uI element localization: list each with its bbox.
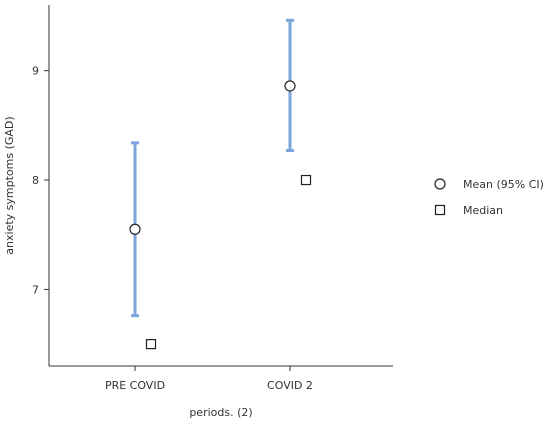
x-tick-label-0: PRE COVID	[105, 379, 165, 392]
y-tick-label-1: 8	[32, 174, 39, 187]
x-ticks: PRE COVID COVID 2	[105, 366, 313, 392]
plot-area: 7 8 9 PRE COVID COVID 2	[32, 5, 393, 392]
mean-point-0	[129, 223, 141, 235]
median-point-0	[145, 339, 157, 350]
y-tick-label-0: 7	[32, 283, 39, 296]
mean-point-1	[284, 80, 296, 92]
median-point-1	[300, 174, 312, 186]
x-axis-title: periods. (2)	[189, 406, 252, 419]
y-ticks: 7 8 9	[32, 65, 49, 296]
y-axis-title: anxiety symptoms (GAD)	[3, 116, 16, 254]
y-tick-label-2: 9	[32, 65, 39, 78]
data-marks	[129, 18, 312, 350]
legend: Mean (95% CI) Median	[434, 178, 544, 217]
legend-mean-marker	[434, 178, 446, 190]
legend-mean-label: Mean (95% CI)	[463, 178, 544, 191]
legend-median-marker	[434, 204, 446, 216]
legend-median-label: Median	[463, 204, 503, 217]
x-tick-label-1: COVID 2	[267, 379, 313, 392]
